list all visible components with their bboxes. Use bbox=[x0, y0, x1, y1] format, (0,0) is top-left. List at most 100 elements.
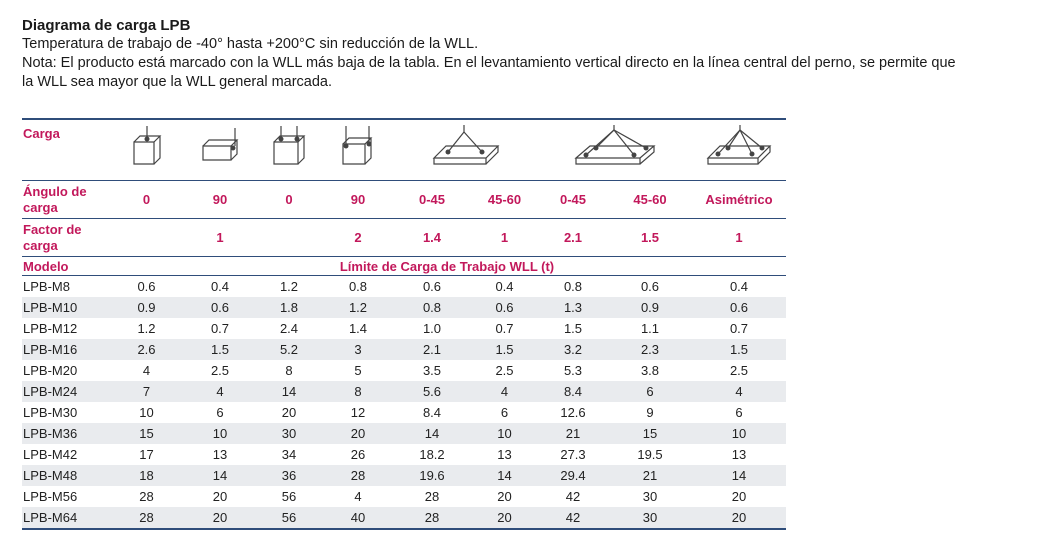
wll-value-cell: 34 bbox=[281, 447, 297, 462]
wll-value-cell: 0.6 bbox=[422, 279, 442, 294]
angle-cell: 0 bbox=[108, 180, 185, 219]
model-header-row: Modelo Límite de Carga de Trabajo WLL (t… bbox=[22, 256, 786, 276]
wll-value-cell: 14 bbox=[692, 465, 786, 486]
vertical-double-lift-icon bbox=[255, 118, 323, 181]
wll-value-cell: 1.2 bbox=[279, 279, 299, 294]
wll-value-cell: 29.4 bbox=[538, 465, 608, 486]
wll-value-cell: 13 bbox=[212, 447, 228, 462]
wll-value-cell: 28 bbox=[424, 489, 440, 504]
wll-value-cell: 1.3 bbox=[538, 297, 608, 318]
wll-value-cell: 2.3 bbox=[608, 339, 692, 360]
table-row: LPB-M48 18 14 36 28 19.6 14 29.4 21 14 bbox=[22, 465, 786, 486]
wll-value-cell: 1.0 bbox=[422, 321, 442, 336]
wll-value-cell: 13 bbox=[497, 447, 512, 462]
marking-note-line-2: la WLL sea mayor que la WLL general marc… bbox=[22, 74, 333, 90]
wll-value-cell: 6 bbox=[500, 405, 509, 420]
wll-value-cell: 12.6 bbox=[560, 405, 586, 420]
wll-value-cell: 0.6 bbox=[137, 279, 156, 294]
wll-value-cell: 8 bbox=[323, 381, 393, 402]
wll-value-cell: 1.1 bbox=[640, 321, 660, 336]
wll-value-cell: 13 bbox=[731, 447, 747, 462]
wll-value-cell: 5.2 bbox=[255, 339, 323, 360]
wll-value-cell: 8 bbox=[285, 363, 293, 378]
wll-value-cell: 2.5 bbox=[729, 363, 749, 378]
model-cell: LPB-M12 bbox=[23, 321, 78, 336]
table-row: LPB-M64 28 20 56 40 28 20 42 30 20 bbox=[22, 507, 786, 530]
wll-value-cell: 28 bbox=[323, 465, 393, 486]
wll-value-cell: 20 bbox=[692, 507, 786, 530]
angle-cell: 0 bbox=[255, 180, 323, 219]
vertical-single-lift-icon bbox=[108, 118, 185, 181]
wll-value-cell: 21 bbox=[608, 465, 692, 486]
wll-label: Límite de Carga de Trabajo WLL (t) bbox=[108, 256, 786, 276]
two-leg-sling-icon bbox=[393, 118, 538, 181]
load-angle-row: Ángulo de carga 0 90 0 90 0-45 45-60 0-4… bbox=[22, 180, 786, 219]
wll-value-cell: 40 bbox=[323, 507, 393, 530]
wll-value-cell: 5.6 bbox=[393, 381, 471, 402]
wll-value-cell: 20 bbox=[497, 489, 512, 504]
wll-value-cell: 0.8 bbox=[563, 279, 583, 294]
factor-label: Factor de carga bbox=[22, 218, 108, 257]
factor-cell: 1 bbox=[185, 218, 255, 257]
wll-value-cell: 4 bbox=[692, 381, 786, 402]
asymmetric-sling-icon bbox=[692, 118, 786, 181]
wll-value-cell: 20 bbox=[323, 423, 393, 444]
wll-value-cell: 21 bbox=[538, 423, 608, 444]
model-cell: LPB-M10 bbox=[22, 297, 108, 318]
wll-value-cell: 1.5 bbox=[692, 339, 786, 360]
wll-value-cell: 20 bbox=[471, 507, 538, 530]
table-row: LPB-M12 1.2 0.7 2.4 1.4 1.0 0.7 1.5 1.1 0.7 bbox=[22, 318, 786, 339]
wll-value-cell: 2.6 bbox=[108, 339, 185, 360]
model-cell: LPB-M36 bbox=[22, 423, 108, 444]
factor-cell: 1 bbox=[692, 218, 786, 257]
model-cell: LPB-M56 bbox=[23, 489, 78, 504]
factor-cell bbox=[108, 218, 185, 257]
wll-value-cell: 3.2 bbox=[538, 339, 608, 360]
table-row: LPB-M10 0.9 0.6 1.8 1.2 0.8 0.6 1.3 0.9 0.6 bbox=[22, 297, 786, 318]
load-factor-row: Factor de carga 1 2 1.4 1 2.1 1.5 1 bbox=[22, 218, 786, 257]
wll-value-cell: 19.5 bbox=[637, 447, 663, 462]
table-row: LPB-M16 2.6 1.5 5.2 3 2.1 1.5 3.2 2.3 1.5 bbox=[22, 339, 786, 360]
wll-value-cell: 17 bbox=[139, 447, 154, 462]
wll-value-cell: 4 bbox=[142, 363, 151, 378]
wll-value-cell: 0.6 bbox=[471, 297, 538, 318]
wll-value-cell: 6 bbox=[735, 405, 743, 420]
angle-cell: Asimétrico bbox=[692, 180, 786, 219]
wll-value-cell: 1.2 bbox=[323, 297, 393, 318]
wll-value-cell: 6 bbox=[216, 405, 224, 420]
angle-cell: 90 bbox=[185, 180, 255, 219]
wll-value-cell: 6 bbox=[608, 381, 692, 402]
angle-cell: 45-60 bbox=[608, 180, 692, 219]
wll-value-cell: 42 bbox=[565, 489, 581, 504]
wll-value-cell: 1.8 bbox=[255, 297, 323, 318]
angle-cell: 0-45 bbox=[393, 180, 471, 219]
wll-value-cell: 1.5 bbox=[563, 321, 583, 336]
wll-value-cell: 28 bbox=[139, 489, 154, 504]
wll-value-cell: 15 bbox=[608, 423, 692, 444]
wll-value-cell: 3.5 bbox=[422, 363, 442, 378]
factor-cell: 1 bbox=[471, 218, 538, 257]
model-cell: LPB-M64 bbox=[22, 507, 108, 530]
header: Diagrama de carga LPB Temperatura de tra… bbox=[22, 16, 1042, 92]
side-single-lift-icon bbox=[185, 118, 255, 181]
wll-value-cell: 0.7 bbox=[495, 321, 514, 336]
wll-value-cell: 28 bbox=[108, 507, 185, 530]
wll-value-cell: 0.6 bbox=[185, 297, 255, 318]
model-label: Modelo bbox=[22, 256, 108, 276]
wll-value-cell: 0.4 bbox=[729, 279, 749, 294]
load-icons-row: Carga bbox=[22, 118, 786, 181]
load-label: Carga bbox=[22, 118, 108, 181]
wll-value-cell: 12 bbox=[350, 405, 366, 420]
wll-value-cell: 20 bbox=[281, 405, 297, 420]
wll-value-cell: 14 bbox=[471, 465, 538, 486]
wll-value-cell: 0.8 bbox=[393, 297, 471, 318]
wll-value-cell: 0.9 bbox=[108, 297, 185, 318]
wll-value-cell: 10 bbox=[471, 423, 538, 444]
table-row: LPB-M36 15 10 30 20 14 10 21 15 10 bbox=[22, 423, 786, 444]
wll-value-cell: 26 bbox=[350, 447, 366, 462]
wll-value-cell: 14 bbox=[393, 423, 471, 444]
wll-value-cell: 2.1 bbox=[393, 339, 471, 360]
wll-value-cell: 0.7 bbox=[210, 321, 230, 336]
wll-value-cell: 20 bbox=[731, 489, 747, 504]
wll-value-cell: 30 bbox=[255, 423, 323, 444]
